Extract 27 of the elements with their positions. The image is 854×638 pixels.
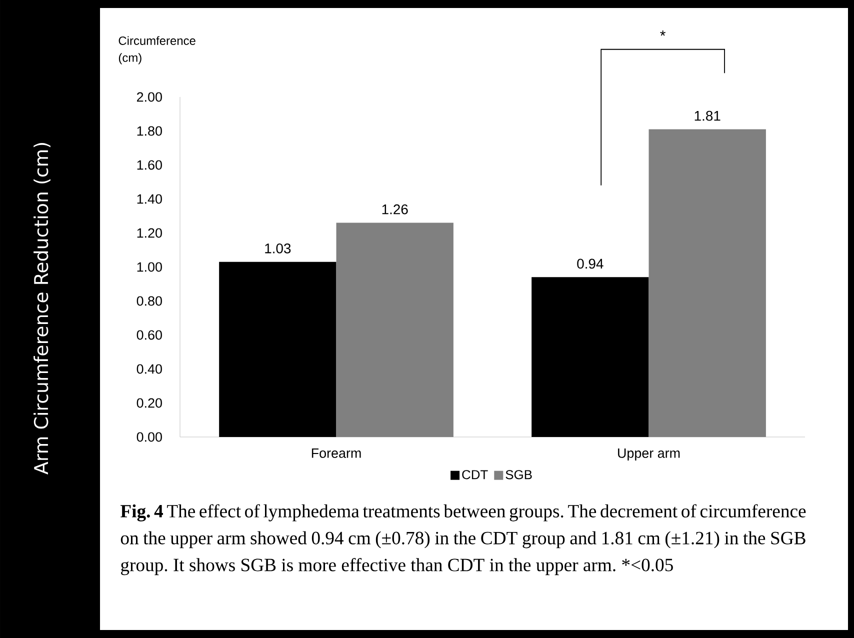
y-axis-title: Circumference (cm) xyxy=(118,36,196,64)
x-tick-label: Forearm xyxy=(312,448,361,458)
data-label: 0.94 xyxy=(577,258,604,269)
legend-label: CDT xyxy=(462,470,488,480)
y-tick-label: 1.80 xyxy=(137,126,162,136)
x-tick-label: Upper arm xyxy=(618,448,680,461)
y-tick-label: 2.00 xyxy=(136,92,162,102)
data-label: 1.81 xyxy=(694,110,720,121)
y-tick-label: 1.40 xyxy=(137,194,162,204)
y-tick-label: 0.40 xyxy=(136,364,162,374)
y-tick-label: 0.00 xyxy=(136,432,162,442)
data-label: 1.26 xyxy=(382,204,408,214)
y-tick-label: 0.60 xyxy=(136,330,162,340)
y-tick-label: 1.20 xyxy=(137,228,162,238)
y-tick-label: 1.60 xyxy=(137,160,162,170)
bar xyxy=(532,277,649,437)
text: Fig. 4 The effect of lymphedema treatments between groups. The decrement of circumference on the upper arm showed 0.94 cm (±0.78) in the CDT group and 1.81 cm (±1.21) in the SGB group. It shows SGB is more effective than CDT in the upper arm. *<0.05 xyxy=(120,504,806,576)
y-tick-label: 0.20 xyxy=(136,398,162,408)
bar xyxy=(336,222,454,437)
bar xyxy=(219,262,336,437)
y-tick-label: 1.00 xyxy=(137,262,162,272)
y-tick-label: 0.80 xyxy=(136,296,162,306)
legend-label: SGB xyxy=(506,470,532,480)
bar xyxy=(648,129,766,437)
text: * xyxy=(660,30,666,36)
text: Arm Circumference Reduction (cm) xyxy=(34,143,50,474)
data-label: 1.03 xyxy=(265,243,291,254)
